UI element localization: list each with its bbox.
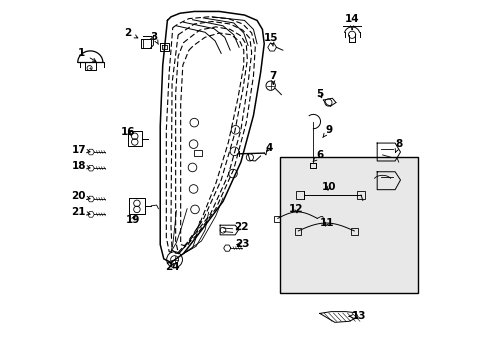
Text: 5: 5 [316,89,323,99]
Text: 6: 6 [312,150,323,162]
Bar [296,192,303,199]
Bar [274,216,279,222]
Text: 14: 14 [344,14,359,30]
Text: 1: 1 [78,48,96,62]
Bar [294,228,301,235]
Text: 17: 17 [71,144,90,154]
Text: 7: 7 [269,71,276,84]
Text: 22: 22 [233,222,247,232]
Text: 12: 12 [289,204,303,215]
Text: 19: 19 [125,215,140,225]
Text: 10: 10 [321,182,335,192]
Bar [280,157,418,293]
Text: 18: 18 [71,161,90,171]
Text: 20: 20 [71,191,90,201]
Text: 15: 15 [264,33,278,46]
Text: 21: 21 [71,207,90,217]
Text: 8: 8 [394,139,402,152]
Bar [194,149,202,156]
Bar [351,228,357,235]
Bar [357,192,364,199]
Text: 16: 16 [121,127,135,136]
Text: 9: 9 [322,125,332,138]
Text: 3: 3 [150,32,158,44]
Text: 13: 13 [348,311,366,321]
Text: 24: 24 [164,262,179,272]
Text: 11: 11 [319,218,333,228]
Text: 4: 4 [265,143,273,153]
Text: 23: 23 [235,239,249,249]
Text: 2: 2 [124,28,138,38]
